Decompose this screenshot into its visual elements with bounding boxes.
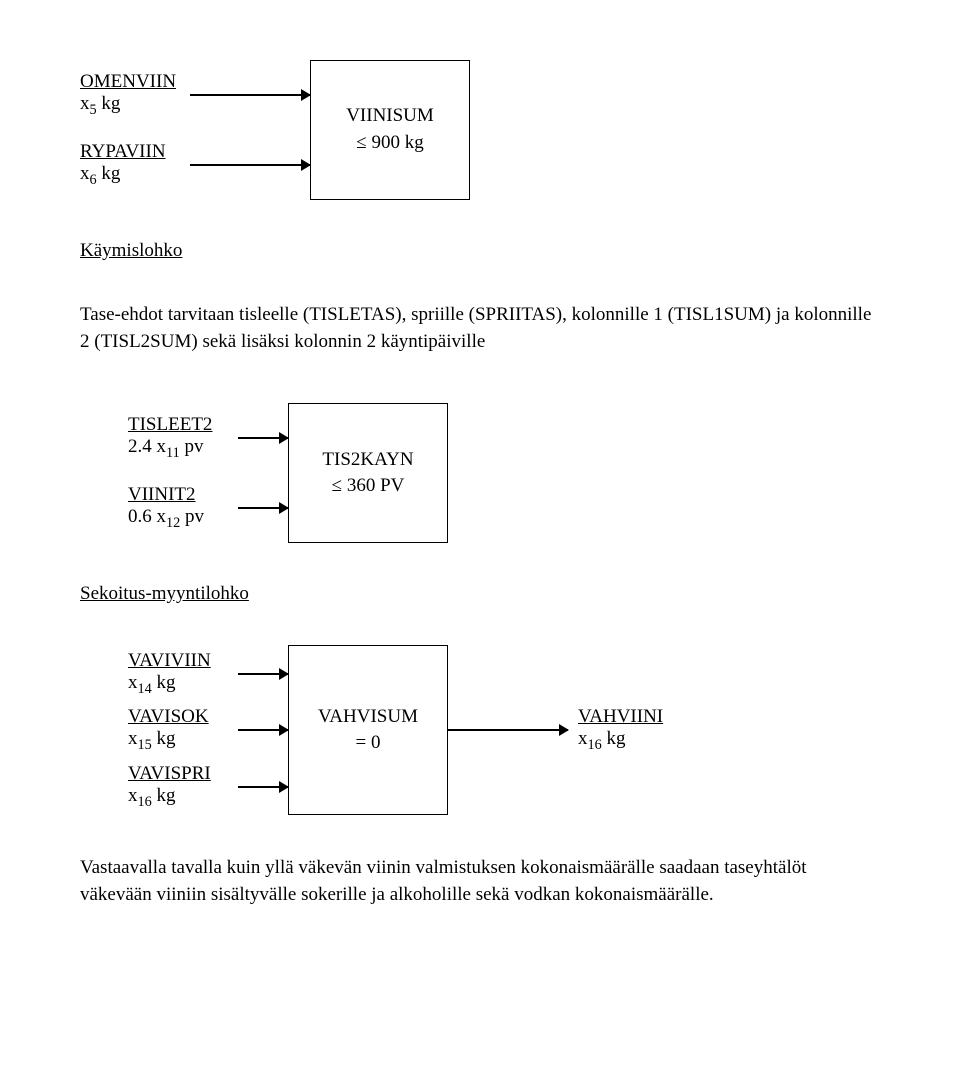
arrow-icon — [238, 673, 288, 675]
input-name: TISLEET2 — [128, 414, 238, 436]
diagram-vahvisum: VAVIVIIN x14 kg VAVISOK x15 kg VAVISPRI … — [128, 645, 880, 815]
input-name: VAVISOK — [128, 706, 238, 728]
box-constraint: = 0 — [309, 730, 427, 757]
arrow-icon — [190, 94, 310, 96]
input-item: VAVIVIIN x14 kg — [128, 650, 238, 698]
section-heading: Käymislohko — [80, 240, 880, 262]
inputs-col: OMENVIIN x5 kg RYPAVIIN x6 kg — [80, 60, 190, 200]
input-name: OMENVIIN — [80, 71, 190, 93]
input-item: VIINIT2 0.6 x12 pv — [128, 484, 238, 532]
input-item: RYPAVIIN x6 kg — [80, 141, 190, 189]
input-name: VIINIT2 — [128, 484, 238, 506]
input-name: RYPAVIIN — [80, 141, 190, 163]
inputs-col: TISLEET2 2.4 x11 pv VIINIT2 0.6 x12 pv — [128, 403, 238, 543]
input-qty: x16 kg — [128, 785, 238, 811]
input-qty: x5 kg — [80, 93, 190, 119]
section-heading: Sekoitus-myyntilohko — [80, 583, 880, 605]
arrow-icon — [238, 507, 288, 509]
process-box: VIINISUM ≤ 900 kg — [310, 60, 470, 200]
arrows-col — [238, 403, 288, 543]
diagram-tis2kayn: TISLEET2 2.4 x11 pv VIINIT2 0.6 x12 pv T… — [128, 403, 880, 543]
input-item: OMENVIIN x5 kg — [80, 71, 190, 119]
input-name: VAVIVIIN — [128, 650, 238, 672]
box-constraint: ≤ 900 kg — [331, 130, 449, 157]
input-item: TISLEET2 2.4 x11 pv — [128, 414, 238, 462]
input-qty: 2.4 x11 pv — [128, 436, 238, 462]
arrow-icon — [238, 729, 288, 731]
input-item: VAVISOK x15 kg — [128, 706, 238, 754]
arrow-icon — [238, 437, 288, 439]
output-col: VAHVIINI x16 kg — [568, 645, 663, 815]
input-name: VAVISPRI — [128, 763, 238, 785]
process-box: VAHVISUM = 0 — [288, 645, 448, 815]
box-title: VIINISUM — [331, 103, 449, 130]
diagram-viinisum: OMENVIIN x5 kg RYPAVIIN x6 kg VIINISUM ≤… — [80, 60, 880, 200]
input-item: VAVISPRI x16 kg — [128, 763, 238, 811]
input-qty: 0.6 x12 pv — [128, 506, 238, 532]
inputs-col: VAVIVIIN x14 kg VAVISOK x15 kg VAVISPRI … — [128, 645, 238, 815]
arrows-col — [190, 60, 310, 200]
paragraph: Vastaavalla tavalla kuin yllä väkevän vi… — [80, 855, 880, 908]
process-box: TIS2KAYN ≤ 360 PV — [288, 403, 448, 543]
arrow-icon — [448, 729, 568, 731]
output-name: VAHVIINI — [578, 706, 663, 728]
box-title: VAHVISUM — [309, 704, 427, 731]
output-qty: x16 kg — [578, 728, 663, 754]
input-qty: x6 kg — [80, 163, 190, 189]
box-title: TIS2KAYN — [309, 447, 427, 474]
box-constraint: ≤ 360 PV — [309, 473, 427, 500]
arrow-icon — [190, 164, 310, 166]
arrows-col — [238, 645, 288, 815]
arrow-icon — [238, 786, 288, 788]
paragraph: Tase-ehdot tarvitaan tisleelle (TISLETAS… — [80, 302, 880, 355]
input-qty: x15 kg — [128, 728, 238, 754]
input-qty: x14 kg — [128, 672, 238, 698]
